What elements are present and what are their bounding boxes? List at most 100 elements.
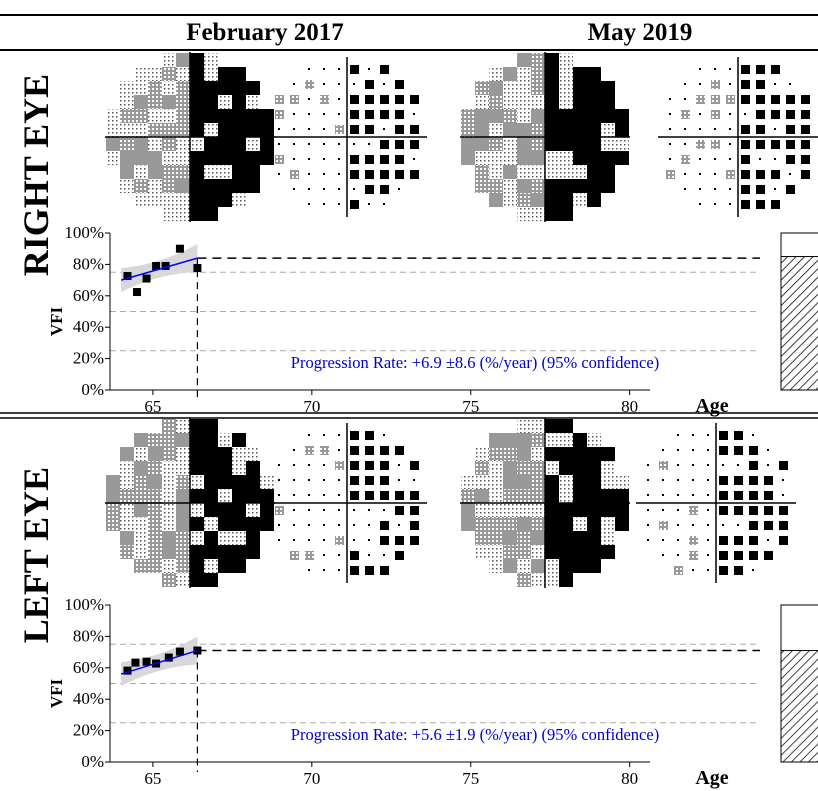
field-symbol [741,170,750,179]
field-cell [517,123,531,137]
field-cell [204,95,218,109]
field-symbol [774,83,776,85]
field-cell [545,137,559,151]
field-cell [260,517,274,531]
field-cell [134,109,148,123]
field-cell [559,419,573,433]
pattern-field [658,57,818,217]
field-cell [475,447,489,461]
field-cell [218,123,232,137]
field-cell [531,193,545,207]
field-cell [601,461,615,475]
field-cell [517,67,531,81]
field-cell [148,559,162,573]
field-symbol [749,521,758,530]
field-symbol [801,170,810,179]
field-symbol [398,188,400,190]
field-cell [176,517,190,531]
field-symbol [677,539,679,541]
field-symbol [293,539,295,541]
field-cell [232,151,246,165]
field-symbol [741,185,750,194]
field-symbol [290,95,299,104]
gray-field [460,52,630,222]
field-cell [106,517,120,531]
field-cell [162,419,176,433]
y-axis-label: VFI [47,678,66,708]
field-cell [587,179,601,193]
field-symbol [350,95,359,104]
field-cell [545,165,559,179]
field-symbol [308,98,310,100]
field-symbol [368,539,370,541]
field-cell [204,531,218,545]
field-cell [190,95,204,109]
field-symbol [308,494,310,496]
field-symbol [380,65,389,74]
field-symbol [677,449,679,451]
field-symbol [684,128,686,130]
field-cell [162,461,176,475]
field-cell [134,447,148,461]
field-cell [106,475,120,489]
field-symbol [677,494,679,496]
field-cell [475,123,489,137]
field-cell [517,433,531,447]
field-cell [120,461,134,475]
field-symbol [383,203,385,205]
field-cell [559,193,573,207]
field-symbol [707,449,709,451]
field-symbol [801,155,810,164]
field-symbol [771,140,780,149]
field-symbol [380,476,389,485]
field-symbol [365,566,374,575]
field-cell [134,179,148,193]
field-cell [573,489,587,503]
field-symbol [308,188,310,190]
field-symbol [383,434,385,436]
field-cell [176,109,190,123]
annotation: Progression Rate: +6.9 ±8.6 (%/year) (95… [291,353,659,372]
field-cell [246,489,260,503]
field-symbol [771,110,780,119]
y-axis-label: VFI [47,306,66,336]
field-symbol [771,170,780,179]
field-symbol [756,80,765,89]
field-cell [573,151,587,165]
field-cell [232,531,246,545]
field-symbol [729,143,731,145]
field-symbol [711,140,720,149]
field-symbol [278,143,280,145]
field-symbol [380,446,389,455]
field-cell [503,179,517,193]
field-symbol [711,95,720,104]
field-symbol [380,521,389,530]
field-cell [531,137,545,151]
data-point [143,658,151,666]
field-cell [503,531,517,545]
field-symbol [699,128,701,130]
field-cell [134,95,148,109]
field-cell [531,95,545,109]
field-cell [573,123,587,137]
field-symbol [293,83,295,85]
field-symbol [308,539,310,541]
field-symbol [308,203,310,205]
field-cell [559,489,573,503]
field-symbol [749,506,758,515]
field-cell [559,81,573,95]
field-symbol [647,539,649,541]
field-cell [587,475,601,489]
field-cell [559,503,573,517]
column-header: May 2019 [588,19,693,46]
field-symbol [353,509,355,511]
y-tick-label: 40% [73,317,104,336]
field-symbol [350,491,359,500]
field-cell [176,573,190,587]
field-symbol [338,524,340,526]
field-cell [190,67,204,81]
field-cell [190,559,204,573]
field-cell [461,123,475,137]
field-cell [162,447,176,461]
field-cell [120,123,134,137]
